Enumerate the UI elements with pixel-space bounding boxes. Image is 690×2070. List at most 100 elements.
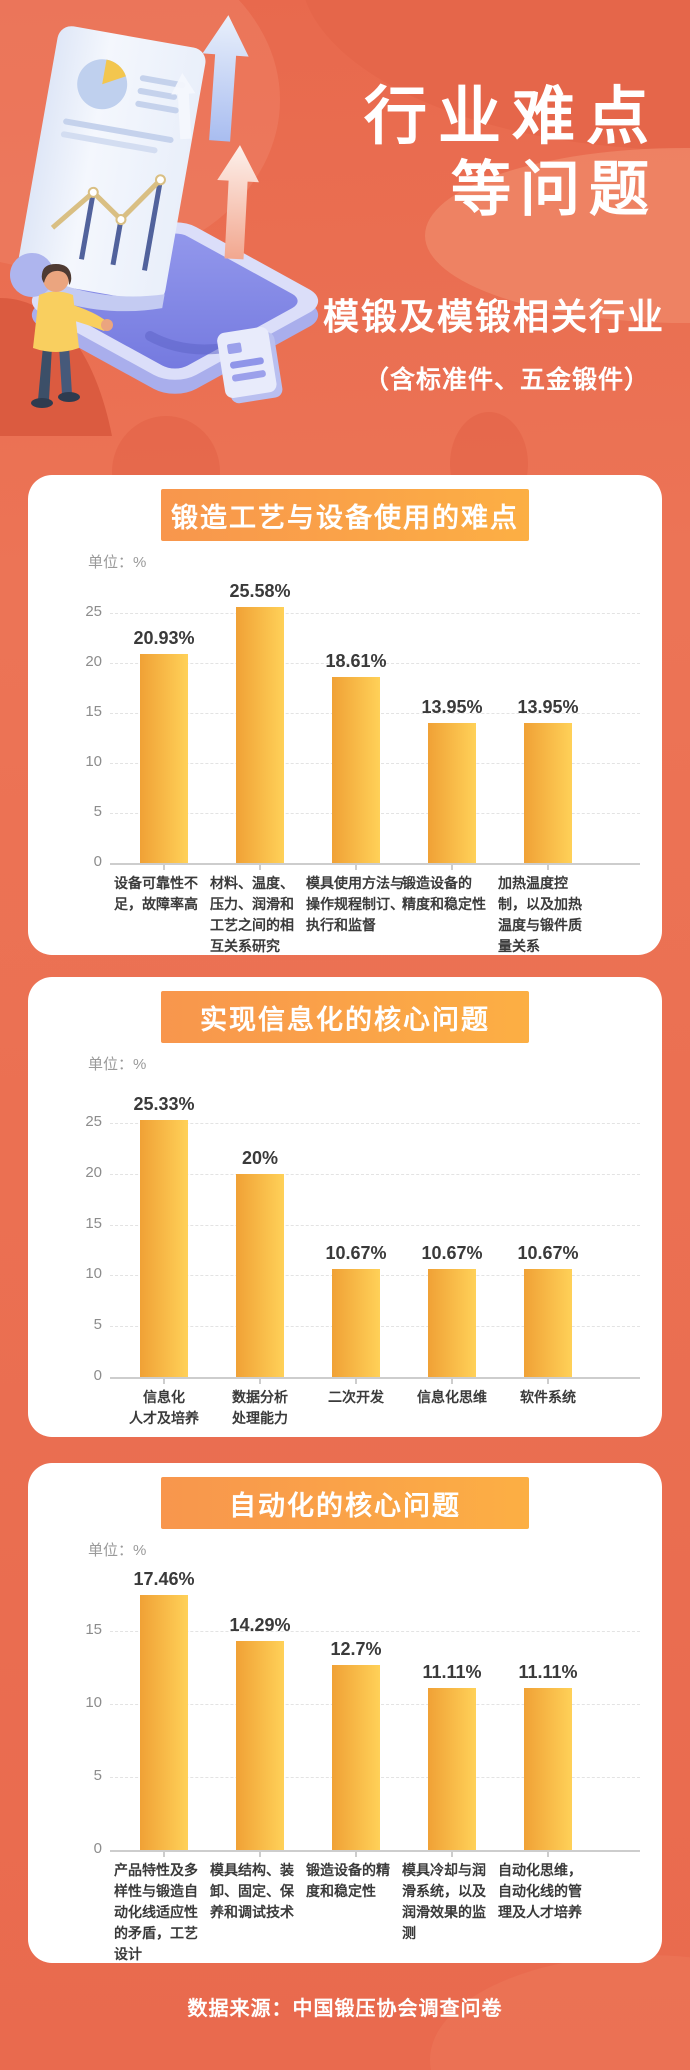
page-title-line1: 行业难点 [364, 82, 660, 152]
y-tick-label: 20 [85, 1164, 102, 1181]
bar-value-label: 17.46% [133, 1569, 195, 1589]
x-axis-tick [259, 1852, 261, 1857]
x-category-label: 锻造设备的 精度和稳定性 [402, 875, 486, 912]
arrow-up-small-icon [171, 73, 196, 140]
x-axis-tick [355, 1852, 357, 1857]
y-tick-label: 0 [93, 1840, 102, 1857]
gridline [110, 1174, 640, 1175]
bar [236, 1641, 284, 1850]
x-category-label: 模具结构、装 卸、固定、保 养和调试技术 [210, 1862, 294, 1920]
bar-value-label: 10.67% [517, 1243, 579, 1263]
bar [140, 1595, 188, 1850]
x-category-label: 加热温度控 制，以及加热 温度与锻件质 量关系 [498, 875, 582, 954]
x-axis-line [110, 1850, 640, 1852]
bar-value-label: 14.29% [229, 1615, 291, 1635]
x-axis-tick [259, 1379, 261, 1384]
y-tick-label: 15 [85, 1621, 102, 1638]
page-subtitle-note: （含标准件、五金锻件） [363, 366, 650, 394]
bar [428, 1269, 476, 1377]
gridline [110, 1123, 640, 1124]
bar-value-label: 11.11% [422, 1662, 482, 1682]
bar [236, 607, 284, 863]
y-tick-label: 5 [93, 803, 102, 820]
x-axis-tick [547, 1379, 549, 1384]
gridline [110, 1631, 640, 1632]
x-category-label: 设备可靠性不 足，故障率高 [114, 875, 198, 912]
bar-chart-informatization: 0 5 10 15 20 25 25.33% 信息化 人才及培养 20% 数据分析 处理能力 10.… [28, 977, 662, 1437]
x-axis-tick [355, 1379, 357, 1384]
x-category-label: 信息化 人才及培养 [129, 1389, 199, 1426]
x-category-label: 软件系统 [520, 1389, 576, 1405]
bar [332, 677, 380, 863]
bar-value-label: 25.58% [229, 581, 291, 601]
x-category-label: 产品特性及多 样性与锻造自 动化线适应性 的矛盾，工艺 设计 [114, 1862, 198, 1962]
x-axis-tick [451, 865, 453, 870]
y-tick-label: 5 [93, 1767, 102, 1784]
x-axis-tick [451, 1379, 453, 1384]
y-tick-label: 10 [85, 1694, 102, 1711]
file-card-illustration [217, 327, 283, 404]
bar-value-label: 13.95% [421, 697, 483, 717]
y-tick-label: 15 [85, 703, 102, 720]
x-axis-tick [547, 865, 549, 870]
x-category-label: 模具使用方法与 操作规程制订、 执行和监督 [306, 875, 404, 933]
page-title-line2: 等问题 [451, 156, 658, 223]
bar-value-label: 13.95% [517, 697, 579, 717]
x-axis-tick [163, 1852, 165, 1857]
gridline [110, 663, 640, 664]
bar-value-label: 12.7% [330, 1639, 382, 1659]
bar-value-label: 10.67% [325, 1243, 387, 1263]
bar [524, 1688, 572, 1850]
bar-value-label: 25.33% [133, 1094, 195, 1114]
x-category-label: 自动化思维， 自动化线的管 理及人才培养 [498, 1862, 582, 1920]
bar-value-label: 20.93% [133, 628, 195, 648]
y-tick-label: 15 [85, 1215, 102, 1232]
arrow-up-icon [202, 15, 249, 142]
chart-title: 实现信息化的核心问题 [161, 991, 529, 1043]
bar [236, 1174, 284, 1377]
bar [140, 1120, 188, 1377]
y-tick-label: 20 [85, 653, 102, 670]
y-tick-label: 25 [85, 1113, 102, 1130]
bar-value-label: 11.11% [518, 1662, 578, 1682]
bar [524, 723, 572, 863]
data-source-caption: 数据来源：中国锻压协会调查问卷 [187, 1998, 503, 2020]
x-axis-tick [163, 865, 165, 870]
gridline [110, 613, 640, 614]
x-category-label: 二次开发 [328, 1389, 384, 1405]
bar [524, 1269, 572, 1377]
x-axis-line [110, 863, 640, 865]
bar [140, 654, 188, 863]
x-category-label: 材料、温度、 压力、润滑和 工艺之间的相 互关系研究 [210, 875, 294, 954]
x-axis-tick [547, 1852, 549, 1857]
x-axis-tick [355, 865, 357, 870]
ground-shadow-decor [0, 298, 112, 436]
arrow-up-pink-icon [217, 145, 259, 260]
line-chart-icon [50, 174, 166, 271]
bar-value-label: 18.61% [325, 651, 387, 671]
person-illustration [31, 264, 113, 408]
gridline [110, 1225, 640, 1226]
chart-card-forging-process: 锻造工艺与设备使用的难点 单位：% 0 5 10 15 20 25 20.93% 设备可靠性不… [28, 475, 662, 955]
y-tick-label: 5 [93, 1316, 102, 1333]
bar-value-label: 20% [241, 1148, 279, 1168]
x-axis-tick [451, 1852, 453, 1857]
x-axis-line [110, 1377, 640, 1379]
x-category-label: 信息化思维 [417, 1389, 487, 1405]
unit-label: 单位：% [88, 554, 147, 571]
unit-label: 单位：% [88, 1542, 147, 1559]
y-tick-label: 10 [85, 753, 102, 770]
chart-card-informatization: 实现信息化的核心问题 单位：% 0 5 10 15 20 25 25.33% 信息化 人才及培… [28, 977, 662, 1437]
bar [428, 723, 476, 863]
bar-chart-automation: 0 5 10 15 17.46% 产品特性及多 样性与锻造自 动化线适应性 的矛盾，工艺 … [28, 1463, 662, 1963]
document-illustration [9, 26, 206, 312]
bar-value-label: 10.67% [421, 1243, 483, 1263]
bar [332, 1269, 380, 1377]
chart-title: 自动化的核心问题 [161, 1477, 529, 1529]
x-category-label: 模具冷却与润 滑系统，以及 润滑效果的监 测 [402, 1862, 486, 1941]
page-subtitle: 模锻及模锻相关行业 [322, 296, 665, 337]
y-tick-label: 0 [93, 1367, 102, 1384]
x-axis-tick [163, 1379, 165, 1384]
chart-title: 锻造工艺与设备使用的难点 [161, 489, 529, 541]
